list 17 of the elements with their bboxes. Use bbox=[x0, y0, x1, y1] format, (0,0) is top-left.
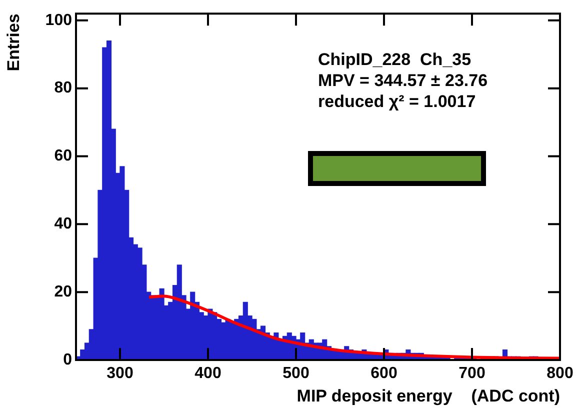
x-tick-label: 500 bbox=[282, 365, 310, 382]
y-tick-label: 20 bbox=[54, 283, 72, 300]
y-tick-label: 100 bbox=[45, 12, 72, 29]
x-tick-label: 400 bbox=[194, 365, 222, 382]
y-tick-label: 40 bbox=[54, 216, 72, 233]
x-tick-label: 700 bbox=[458, 365, 486, 382]
annotation: reduced χ² = 1.0017 bbox=[318, 92, 476, 111]
x-tick-label: 300 bbox=[106, 365, 134, 382]
y-tick-label: 80 bbox=[54, 80, 72, 97]
x-axis-title: MIP deposit energy (ADC cont) bbox=[296, 386, 560, 406]
x-tick-label: 600 bbox=[370, 365, 398, 382]
x-tick-label: 800 bbox=[546, 365, 574, 382]
annotation: MPV = 344.57 ± 23.76 bbox=[318, 70, 488, 90]
y-tick-label: 0 bbox=[63, 351, 72, 368]
y-axis-title: Entries bbox=[4, 14, 23, 72]
annotation: ChipID_228 Ch_35 bbox=[318, 50, 472, 69]
y-tick-label: 60 bbox=[54, 148, 72, 165]
